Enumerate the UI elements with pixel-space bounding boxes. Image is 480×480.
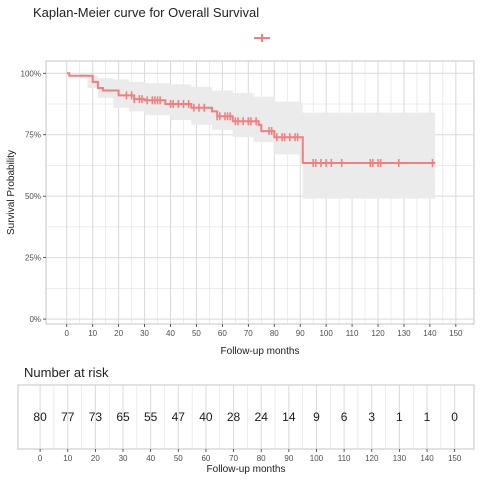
risk-count: 3 bbox=[368, 410, 375, 424]
risk-grid bbox=[39, 385, 456, 449]
x-tick-label: 40 bbox=[166, 329, 175, 338]
risk-count: 55 bbox=[144, 410, 158, 424]
x-tick-label: 10 bbox=[88, 329, 97, 338]
x-tick-label: 90 bbox=[296, 329, 305, 338]
risk-count: 80 bbox=[33, 410, 47, 424]
x-tick-label: 50 bbox=[192, 329, 201, 338]
y-tick-label: 0% bbox=[29, 315, 41, 324]
risk-x-tick-label: 70 bbox=[229, 454, 238, 463]
y-axis-ticks: 0% 25% 50% 75% 100% bbox=[21, 69, 46, 324]
risk-panel bbox=[17, 384, 475, 450]
risk-count: 6 bbox=[341, 410, 348, 424]
risk-count: 1 bbox=[396, 410, 403, 424]
x-axis-ticks: 0 10 20 30 40 50 60 70 80 90 100 110 120 130 140 150 bbox=[65, 324, 463, 338]
x-tick-label: 140 bbox=[423, 329, 437, 338]
x-tick-label: 30 bbox=[140, 329, 149, 338]
risk-x-tick-label: 60 bbox=[201, 454, 210, 463]
risk-x-axis-ticks: 0 10 20 30 40 50 60 70 80 90 100 110 120 130 140 150 bbox=[38, 449, 462, 463]
risk-x-tick-label: 110 bbox=[338, 454, 351, 463]
risk-x-tick-label: 40 bbox=[146, 454, 155, 463]
x-tick-label: 60 bbox=[218, 329, 227, 338]
risk-table-title: Number at risk bbox=[24, 365, 109, 380]
risk-count: 65 bbox=[116, 410, 130, 424]
risk-x-tick-label: 0 bbox=[38, 454, 43, 463]
x-axis-title: Follow-up months bbox=[221, 346, 300, 357]
risk-x-tick-label: 120 bbox=[365, 454, 379, 463]
x-tick-label: 70 bbox=[244, 329, 253, 338]
risk-x-tick-label: 20 bbox=[91, 454, 100, 463]
y-tick-label: 25% bbox=[25, 254, 41, 263]
risk-x-tick-label: 130 bbox=[393, 454, 407, 463]
survival-plot: 0 10 20 30 40 50 60 70 80 90 100 110 120 130 140 150 0%… bbox=[6, 60, 475, 357]
risk-x-tick-label: 80 bbox=[257, 454, 266, 463]
y-tick-label: 75% bbox=[25, 131, 41, 140]
risk-count: 9 bbox=[313, 410, 320, 424]
risk-x-tick-label: 50 bbox=[174, 454, 183, 463]
risk-x-tick-label: 90 bbox=[284, 454, 293, 463]
risk-count: 28 bbox=[227, 410, 241, 424]
risk-x-tick-label: 150 bbox=[448, 454, 462, 463]
x-tick-label: 130 bbox=[397, 329, 411, 338]
y-axis-title: Survival Probability bbox=[6, 150, 17, 235]
x-tick-label: 120 bbox=[371, 329, 385, 338]
risk-x-tick-label: 100 bbox=[310, 454, 324, 463]
risk-x-tick-label: 140 bbox=[420, 454, 434, 463]
risk-count: 73 bbox=[89, 410, 103, 424]
x-tick-label: 100 bbox=[319, 329, 333, 338]
risk-table: Number at risk 80 77 73 65 55 47 40 28 24 14 9 6 3 1 1… bbox=[17, 365, 475, 475]
risk-x-tick-label: 30 bbox=[119, 454, 128, 463]
survival-curve bbox=[66, 72, 436, 164]
chart-title: Kaplan-Meier curve for Overall Survival bbox=[33, 5, 259, 20]
risk-count: 77 bbox=[61, 410, 75, 424]
censor-marks bbox=[125, 91, 434, 168]
x-tick-label: 150 bbox=[449, 329, 463, 338]
risk-count: 1 bbox=[424, 410, 431, 424]
x-tick-label: 20 bbox=[114, 329, 123, 338]
risk-count: 14 bbox=[282, 410, 296, 424]
risk-counts: 80 77 73 65 55 47 40 28 24 14 9 6 3 1 1 0 bbox=[33, 410, 458, 424]
x-tick-label: 110 bbox=[346, 329, 359, 338]
risk-count: 24 bbox=[255, 410, 269, 424]
risk-count: 0 bbox=[451, 410, 458, 424]
risk-x-axis-title: Follow-up months bbox=[207, 464, 286, 475]
legend bbox=[254, 34, 270, 42]
confidence-band bbox=[66, 73, 436, 199]
risk-x-tick-label: 10 bbox=[63, 454, 72, 463]
y-tick-label: 100% bbox=[21, 69, 41, 78]
risk-count: 40 bbox=[199, 410, 213, 424]
x-tick-label: 80 bbox=[270, 329, 279, 338]
x-tick-label: 0 bbox=[65, 329, 70, 338]
y-tick-label: 50% bbox=[25, 192, 41, 201]
risk-count: 47 bbox=[172, 410, 186, 424]
